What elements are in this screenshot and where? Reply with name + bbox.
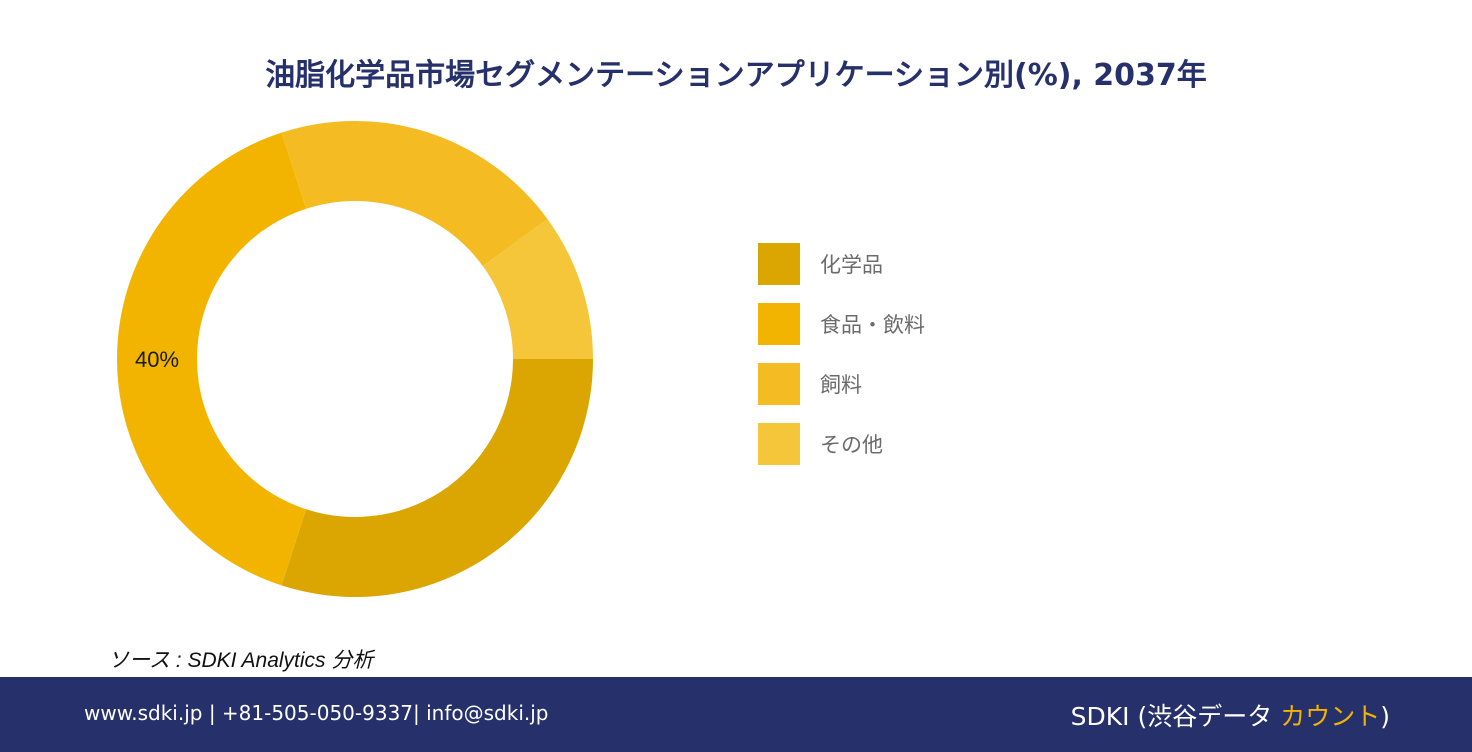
legend-label: その他 bbox=[820, 433, 883, 457]
legend-item-other: その他 bbox=[758, 423, 925, 465]
legend-item-food-beverage: 食品・飲料 bbox=[758, 303, 925, 345]
legend-item-feed: 飼料 bbox=[758, 363, 925, 405]
source-note: ソース : SDKI Analytics 分析 bbox=[108, 649, 374, 672]
legend-label: 食品・飲料 bbox=[820, 313, 925, 337]
donut-slice bbox=[482, 219, 593, 359]
legend-item-chemicals: 化学品 bbox=[758, 243, 925, 285]
brand-accent: カウント bbox=[1280, 702, 1381, 731]
legend-swatch bbox=[758, 243, 800, 285]
chart-title: 油脂化学品市場セグメンテーションアプリケーション別(%), 2037年 bbox=[265, 58, 1207, 93]
donut-slice bbox=[281, 121, 548, 267]
legend-label: 化学品 bbox=[820, 253, 883, 277]
chart-legend: 化学品 食品・飲料 飼料 その他 bbox=[758, 243, 925, 484]
legend-swatch bbox=[758, 363, 800, 405]
brand-suffix: ) bbox=[1380, 702, 1390, 731]
contact-info: www.sdki.jp | +81-505-050-9337| info@sdk… bbox=[84, 701, 549, 725]
brand-name: SDKI (渋谷データ カウント) bbox=[1071, 697, 1390, 733]
slice-data-label: 40% bbox=[135, 347, 179, 372]
donut-slice bbox=[281, 359, 593, 597]
brand-prefix: SDKI (渋谷データ bbox=[1070, 702, 1281, 731]
legend-swatch bbox=[758, 303, 800, 345]
footer-bar: www.sdki.jp | +81-505-050-9337| info@sdk… bbox=[0, 677, 1472, 752]
legend-swatch bbox=[758, 423, 800, 465]
donut-slice bbox=[116, 132, 307, 586]
legend-label: 飼料 bbox=[820, 373, 862, 397]
